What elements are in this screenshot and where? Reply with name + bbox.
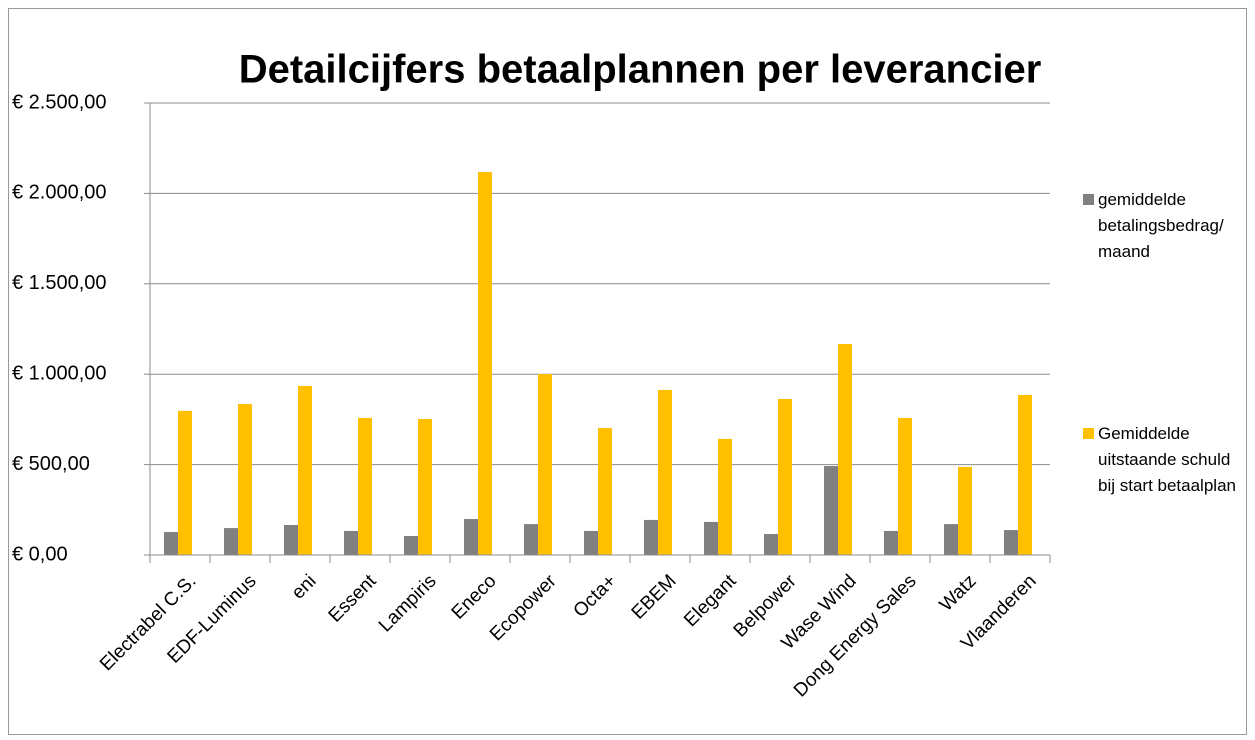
bar xyxy=(298,385,312,555)
legend-swatch xyxy=(1083,194,1094,205)
legend-label: gemiddelde betalingsbedrag/ maand xyxy=(1098,190,1224,261)
bar xyxy=(1018,394,1032,555)
bar xyxy=(238,404,252,555)
y-tick-label: € 500,00 xyxy=(12,453,90,475)
bar xyxy=(598,428,612,555)
y-tick-label: € 0,00 xyxy=(12,543,68,565)
bar xyxy=(284,524,298,555)
legend-label: Gemiddelde uitstaande schuld bij start b… xyxy=(1098,424,1236,495)
bar xyxy=(764,534,778,555)
bar xyxy=(718,438,732,555)
y-tick-label: € 1.000,00 xyxy=(12,362,107,384)
bar xyxy=(224,528,238,555)
chart-frame xyxy=(8,8,1247,735)
bar xyxy=(884,530,898,555)
bar xyxy=(404,536,418,555)
bar xyxy=(824,466,838,555)
chart-title: Detailcijfers betaalplannen per leveranc… xyxy=(239,48,1042,92)
bar xyxy=(944,524,958,555)
legend-entry: Gemiddelde uitstaande schuld bij start b… xyxy=(1080,421,1250,499)
legend-swatch xyxy=(1083,428,1094,439)
y-tick-label: € 2.500,00 xyxy=(12,91,107,113)
bar xyxy=(838,344,852,555)
bar xyxy=(418,419,432,555)
bar xyxy=(178,410,192,555)
bar xyxy=(958,466,972,555)
y-tick-label: € 2.000,00 xyxy=(12,182,107,204)
bar xyxy=(478,172,492,555)
legend-entry: gemiddelde betalingsbedrag/ maand xyxy=(1080,187,1250,265)
bar xyxy=(898,417,912,555)
bar xyxy=(778,398,792,555)
bar xyxy=(344,530,358,555)
bar xyxy=(658,389,672,555)
bar xyxy=(1004,530,1018,555)
bar xyxy=(644,519,658,555)
bar xyxy=(524,524,538,555)
bar xyxy=(704,521,718,555)
bar xyxy=(464,519,478,555)
bar xyxy=(358,417,372,555)
y-tick-label: € 1.500,00 xyxy=(12,272,107,294)
bar xyxy=(538,374,552,555)
bar xyxy=(584,530,598,555)
bar xyxy=(164,532,178,555)
